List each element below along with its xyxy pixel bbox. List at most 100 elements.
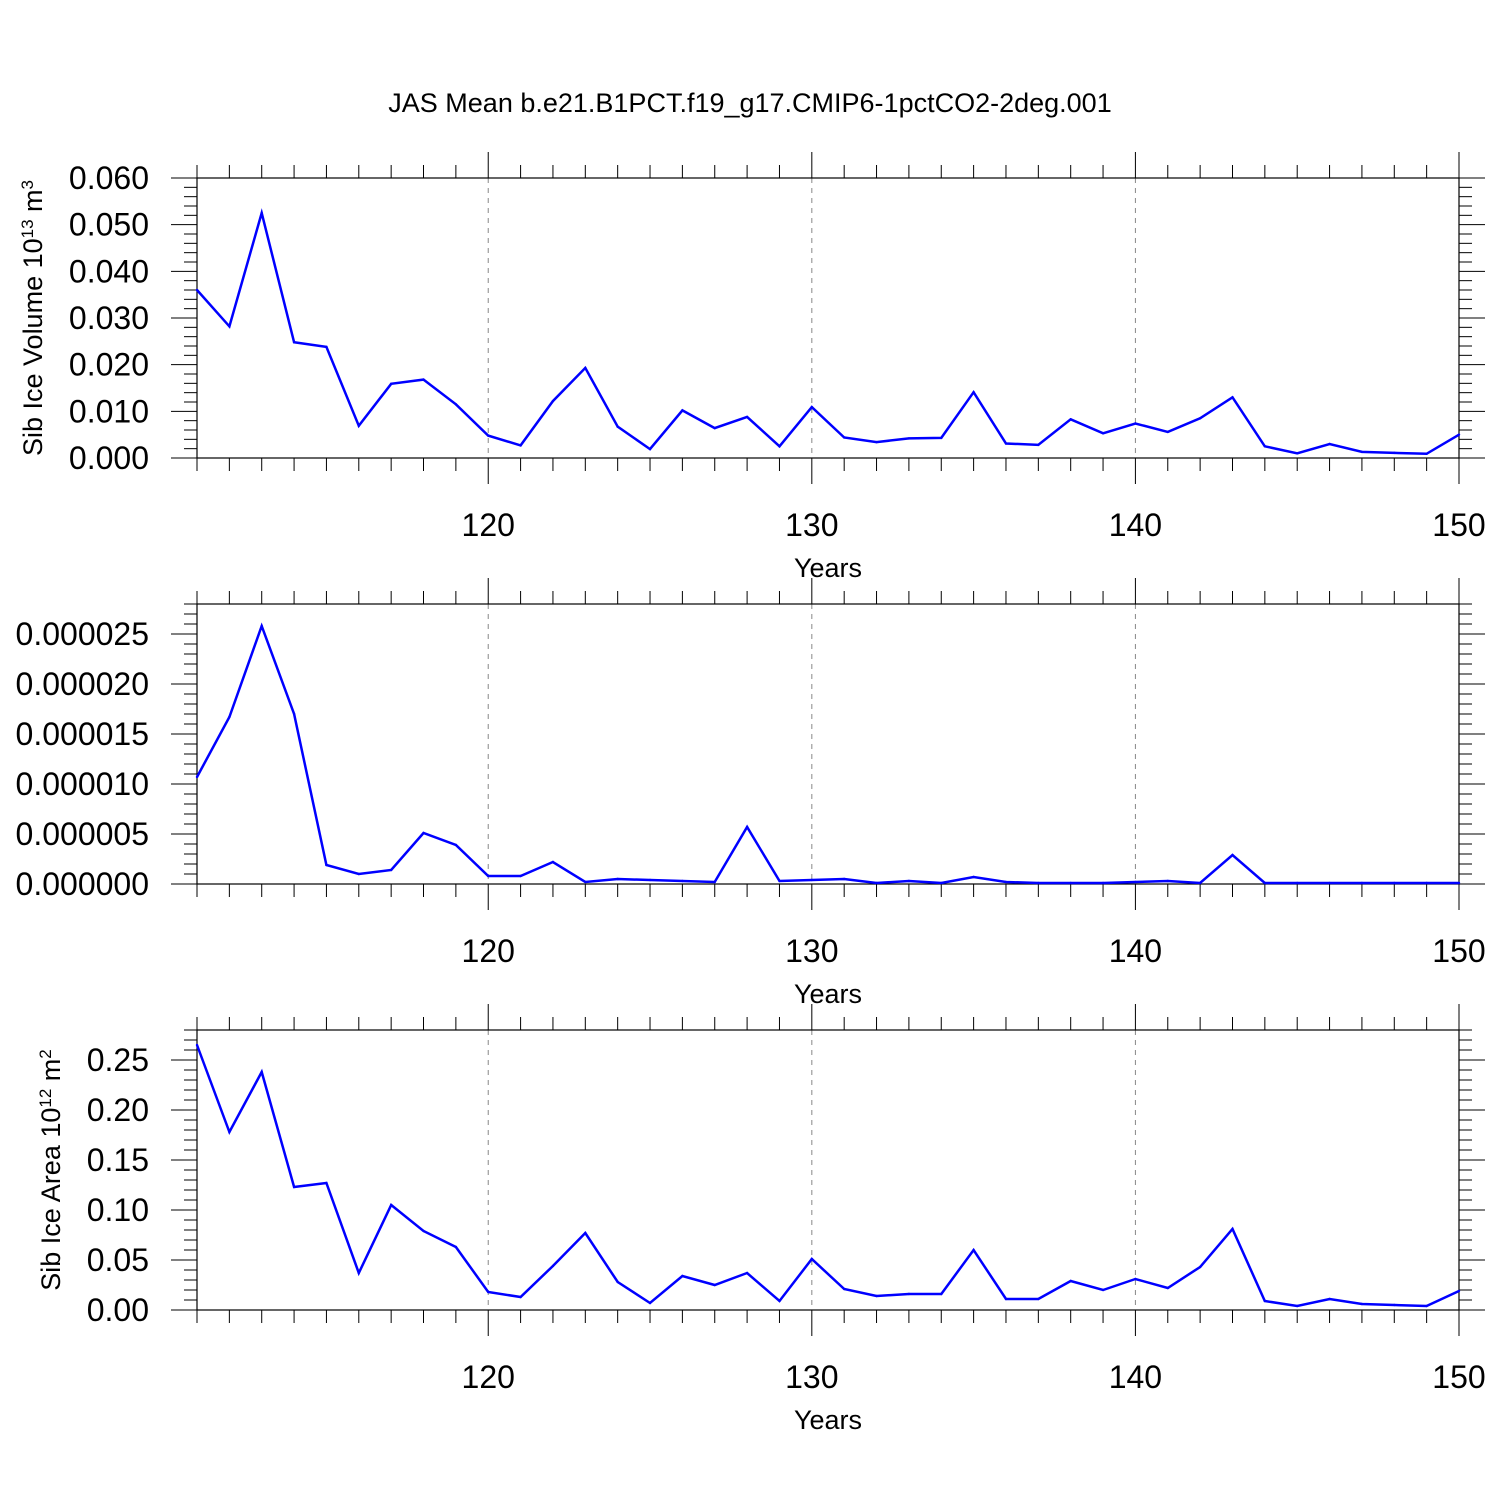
data-point [228, 325, 231, 328]
data-point [389, 868, 393, 872]
data-point [422, 378, 425, 381]
data-point [1393, 1303, 1396, 1307]
data-point [1198, 881, 1202, 885]
data-point [1296, 881, 1299, 885]
data-point [778, 1299, 781, 1303]
data-point [1069, 418, 1072, 421]
data-point [1457, 881, 1461, 885]
data-point [195, 288, 199, 292]
data-point [422, 831, 425, 835]
data-point [1037, 443, 1040, 447]
data-point [1263, 445, 1267, 448]
data-point [1004, 880, 1008, 884]
data-point [810, 1257, 814, 1261]
data-point [940, 436, 943, 440]
data-point [389, 1203, 393, 1207]
data-point [1360, 450, 1364, 454]
x-tick-label: 130 [785, 1359, 838, 1395]
data-point [1328, 442, 1331, 446]
data-point [1296, 452, 1299, 455]
data-point [454, 843, 458, 847]
data-point [907, 879, 911, 883]
data-point [875, 881, 878, 885]
y-tick-label: 0.00 [87, 1292, 149, 1328]
data-point [616, 1280, 619, 1284]
data-point [1101, 432, 1105, 435]
data-point [842, 436, 846, 439]
data-point [292, 712, 296, 716]
data-point [1457, 1289, 1461, 1293]
data-point [616, 877, 619, 881]
data-point [325, 345, 328, 349]
data-point [1069, 1279, 1072, 1283]
data-point [1037, 881, 1040, 885]
data-point [1425, 1304, 1428, 1308]
data-point [1004, 1297, 1008, 1301]
y-tick-label: 0.000010 [16, 766, 149, 802]
y-tick-label: 0.05 [87, 1242, 149, 1278]
y-tick-label: 0.040 [69, 253, 149, 289]
data-point [745, 1271, 749, 1275]
y-tick-label: 0.15 [87, 1142, 149, 1178]
data-point [1166, 879, 1169, 883]
data-point [551, 399, 555, 403]
data-point [1198, 1265, 1202, 1269]
x-axis-title: Years [794, 979, 862, 1009]
y-tick-label: 0.020 [69, 347, 149, 383]
data-point [1231, 853, 1234, 857]
x-tick-label: 140 [1109, 507, 1162, 543]
y-tick-label: 0.010 [69, 393, 149, 429]
x-tick-label: 130 [785, 507, 838, 543]
y-tick-label: 0.000015 [16, 716, 149, 752]
series-line [195, 622, 1459, 885]
x-tick-label: 120 [462, 933, 515, 969]
data-point [195, 775, 199, 779]
x-tick-label: 150 [1432, 1359, 1485, 1395]
data-point [454, 1245, 458, 1249]
data-point [648, 1301, 652, 1305]
x-tick-label: 120 [462, 1359, 515, 1395]
data-point [1134, 880, 1137, 884]
data-point [1166, 1286, 1169, 1290]
data-point [292, 341, 296, 344]
chart-panel-3: 0.00 0.05 0.10 0.15 0.20 0.25 120 130 140 150 Year… [36, 1004, 1486, 1435]
data-point [1393, 881, 1396, 885]
data-point [519, 874, 522, 878]
y-tick-label: 0.25 [87, 1042, 149, 1078]
y-tick-label: 0.000025 [16, 616, 149, 652]
y-tick-label: 0.060 [69, 160, 149, 196]
data-point [260, 1070, 263, 1074]
data-point [1425, 881, 1428, 885]
data-point [1263, 881, 1267, 885]
data-point [1328, 881, 1331, 885]
series-line [195, 1044, 1460, 1308]
data-point [1069, 881, 1072, 885]
data-point [1101, 881, 1105, 885]
data-point [1166, 430, 1169, 434]
data-point [778, 445, 781, 448]
data-point [357, 1271, 360, 1275]
data-point [1457, 433, 1461, 436]
y-tick-label: 0.050 [69, 207, 149, 243]
y-tick-label: 0.20 [87, 1092, 149, 1128]
data-point [648, 878, 652, 882]
data-point [228, 1130, 231, 1134]
data-point [616, 425, 619, 428]
x-tick-label: 150 [1432, 507, 1485, 543]
data-point [875, 1294, 878, 1298]
data-point [1037, 1297, 1040, 1301]
data-point [454, 403, 458, 406]
data-point [195, 1043, 199, 1047]
data-point [260, 624, 263, 628]
y-tick-label: 0.000 [69, 440, 149, 476]
data-point [1101, 1288, 1105, 1292]
data-point [1004, 442, 1008, 445]
data-point [584, 1231, 587, 1235]
data-point [681, 409, 684, 412]
y-axis-title: Sib Ice Area 1012 m2 [36, 1049, 67, 1291]
data-point [875, 440, 878, 444]
data-point [745, 415, 749, 419]
series-line [196, 208, 1460, 456]
data-point [713, 880, 716, 884]
page-title: JAS Mean b.e21.B1PCT.f19_g17.CMIP6-1pctC… [388, 88, 1112, 118]
